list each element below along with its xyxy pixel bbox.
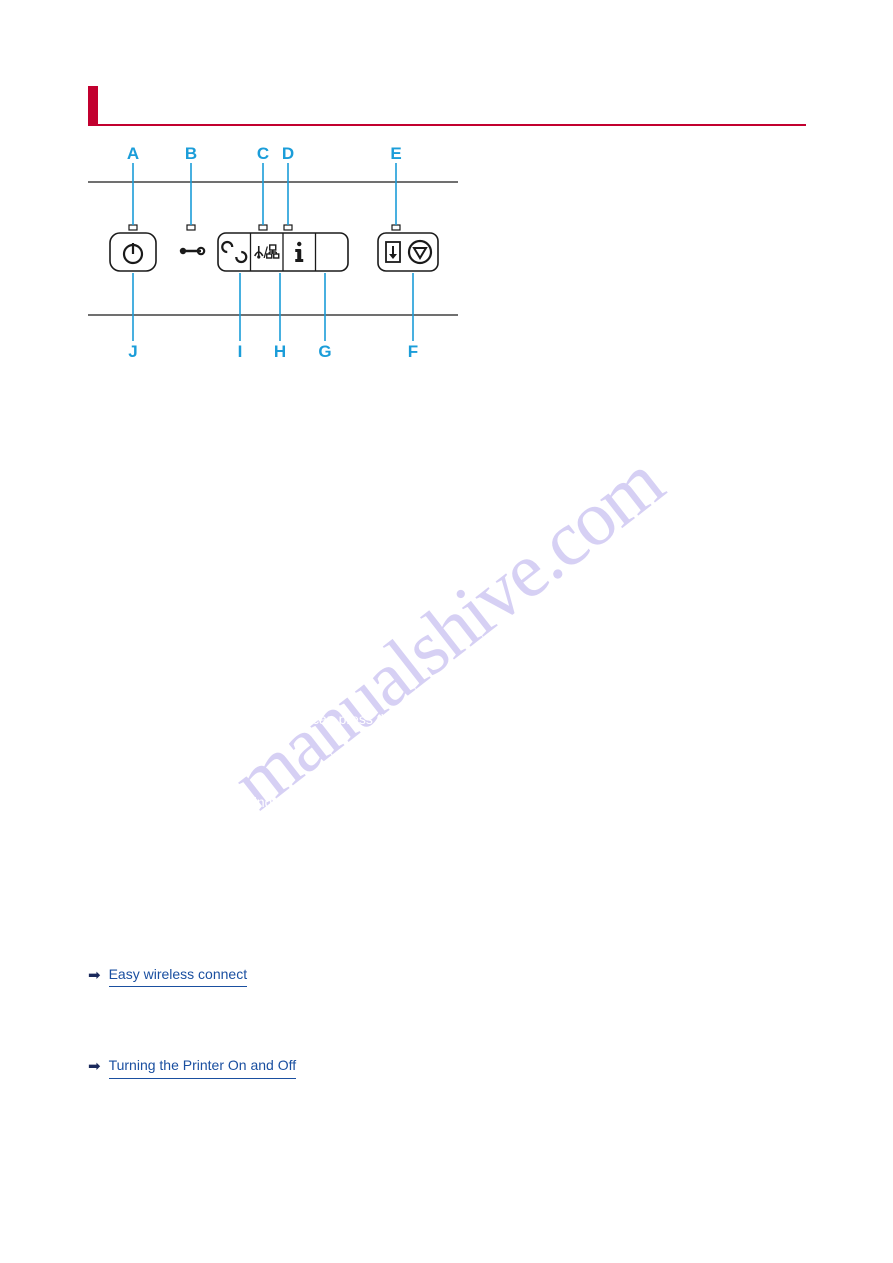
item-body: Cancels a print job in progress. You can… [88,709,806,752]
item-link[interactable]: Easy wireless connect [109,964,248,988]
page-number: 47 [0,1224,893,1239]
diagram-label-E: E [390,145,401,163]
item-body: Switches the network (Wi-Fi/Wired LAN). [88,853,806,875]
item-label: A: ON lamp [88,378,806,400]
item-label: G: Information button [88,768,806,790]
item-label: H: Network Type button [88,829,806,851]
item-body: Turns the power on or off. [88,1027,806,1049]
item-8: I: Wireless connect buttonWhen you hold … [88,891,806,988]
item-label: C: Wireless connect lamp [88,501,806,523]
content-body: A: ON lampLights when the power is turne… [88,378,806,1095]
diagram-label-H: H [274,342,286,360]
item-body: Lights when Wi-Fi is enabled. [88,524,806,546]
header-accent-block [88,86,98,126]
arrow-icon: ➡ [88,964,101,987]
item-label: F: RESUME/CANCEL button [88,685,806,707]
item-4: E: Alarm lampLights or flashes when an e… [88,624,806,669]
item-9: J: ON buttonTurns the power on or off. ➡ T… [88,1003,806,1078]
item-link[interactable]: Turning the Printer On and Off [109,1055,297,1079]
item-body: Lights when the Wired LAN is enabled. [88,586,806,608]
item-5: F: RESUME/CANCEL buttonCancels a print j… [88,685,806,752]
item-body: Starts printing network settings informa… [88,792,806,814]
item-link-row: ➡ Easy wireless connect [88,964,806,988]
item-link-row: ➡ Turning the Printer On and Off [88,1055,806,1079]
header-rule [88,86,806,126]
item-2: C: Wireless connect lampLights when Wi-F… [88,501,806,546]
item-label: B: Wireless Direct lamp [88,439,806,461]
item-body: Lights or flashes when an error occurs. [88,647,806,669]
item-label: I: Wireless connect button [88,891,806,913]
item-label: J: ON button [88,1003,806,1025]
arrow-icon: ➡ [88,1055,101,1078]
diagram-label-G: G [318,342,331,360]
item-label: E: Alarm lamp [88,624,806,646]
diagram-label-A: A [127,145,139,163]
item-body: When you hold down the button, the butto… [88,914,806,957]
operation-panel-diagram: ABCDEJIHGF/ [88,145,458,360]
item-3: D: Wired LAN lampLights when the Wired L… [88,562,806,607]
item-body: Lights when Wireless Direct is enabled. [88,463,806,485]
item-body: Lights when the power is turned on. [88,402,806,424]
diagram-label-J: J [128,342,137,360]
diagram-label-B: B [185,145,197,163]
item-label: D: Wired LAN lamp [88,562,806,584]
diagram-label-F: F [408,342,418,360]
diagram-label-D: D [282,145,294,163]
item-6: G: Information buttonStarts printing net… [88,768,806,813]
diagram-label-I: I [238,342,243,360]
item-7: H: Network Type buttonSwitches the netwo… [88,829,806,874]
item-1: B: Wireless Direct lampLights when Wirel… [88,439,806,484]
header-accent-line [98,124,806,126]
item-0: A: ON lampLights when the power is turne… [88,378,806,423]
diagram-label-C: C [257,145,269,163]
